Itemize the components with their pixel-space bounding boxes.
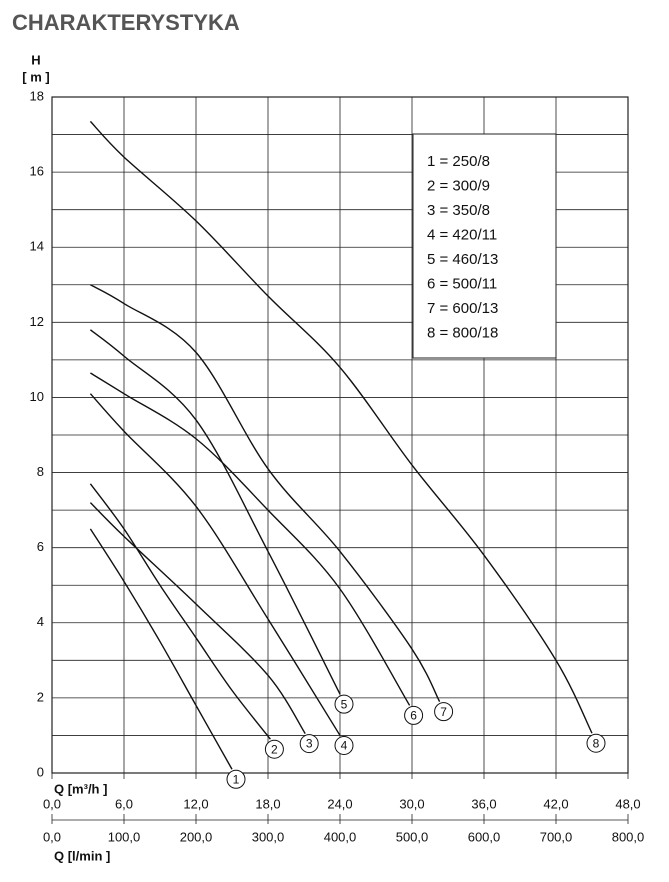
y-axis-unit: [ m ] (22, 69, 49, 84)
curve-label-circle (299, 734, 319, 754)
curve (89, 120, 593, 734)
x2-tick-label: 600,0 (468, 829, 501, 844)
x-tick-label: 12,0 (183, 796, 208, 811)
curve (89, 329, 341, 695)
x2-tick-label: 0,0 (43, 829, 61, 844)
y-tick-label: 18 (30, 88, 44, 103)
y-tick-label: 16 (30, 164, 44, 179)
y-tick-label: 0 (37, 764, 44, 779)
x2-axis-title: Q [l/min ] (54, 848, 110, 863)
x2-tick-label: 200,0 (180, 829, 213, 844)
curve-label: 6 (410, 709, 417, 723)
curve-label-circle (334, 694, 354, 714)
legend-box (412, 133, 557, 359)
legend-entry: 5 = 460/13 (427, 251, 498, 268)
legend-entry: 1 = 250/8 (427, 153, 490, 170)
x2-tick-label: 300,0 (252, 829, 285, 844)
curve (89, 528, 233, 770)
x-tick-label: 18,0 (255, 796, 280, 811)
x2-tick-label: 500,0 (396, 829, 429, 844)
y-axis-title: H (31, 52, 40, 67)
curve-label-circle (586, 733, 606, 753)
x-tick-label: 0,0 (43, 796, 61, 811)
x-tick-label: 24,0 (327, 796, 352, 811)
y-tick-label: 6 (37, 539, 44, 554)
x-tick-label: 6,0 (115, 796, 133, 811)
legend-entry: 7 = 600/13 (427, 300, 498, 317)
curve (89, 483, 271, 740)
curve-label-circle (434, 702, 454, 722)
x2-tick-label: 100,0 (108, 829, 141, 844)
curve-label: 2 (271, 742, 278, 756)
plot-frame (51, 96, 629, 774)
curve (90, 372, 411, 706)
curve (90, 284, 441, 702)
y-tick-label: 10 (30, 389, 44, 404)
legend-entry: 8 = 800/18 (427, 324, 498, 341)
x2-tick-label: 800,0 (612, 829, 645, 844)
curve (89, 502, 306, 734)
legend-entry: 3 = 350/8 (427, 202, 490, 219)
curve-label-circle (404, 705, 424, 725)
curve-label: 4 (341, 739, 348, 753)
legend-entry: 6 = 500/11 (427, 275, 497, 292)
x-axis-title: Q [m³/h ] (54, 781, 107, 796)
curve-label: 1 (233, 772, 240, 786)
x2-tick-label: 700,0 (540, 829, 573, 844)
y-tick-label: 12 (30, 314, 44, 329)
curve-label-circle (334, 735, 354, 755)
curve (89, 393, 341, 736)
curve-label-circle (264, 739, 284, 759)
legend-entry: 2 = 300/9 (427, 177, 490, 194)
x-tick-label: 48,0 (615, 796, 640, 811)
curve-label: 8 (593, 736, 600, 750)
curve-label: 5 (341, 697, 348, 711)
x-tick-label: 30,0 (399, 796, 424, 811)
y-tick-label: 8 (37, 464, 44, 479)
y-tick-label: 4 (37, 614, 44, 629)
chart-title: CHARAKTERYSTYKA (12, 10, 240, 35)
y-tick-label: 14 (30, 239, 44, 254)
y-tick-label: 2 (37, 689, 44, 704)
curve-label: 7 (440, 705, 447, 719)
legend-entry: 4 = 420/11 (427, 226, 497, 243)
x-tick-label: 36,0 (471, 796, 496, 811)
curve-label: 3 (306, 737, 313, 751)
x2-tick-label: 400,0 (324, 829, 357, 844)
curve-label-circle (226, 769, 246, 789)
x-tick-label: 42,0 (543, 796, 568, 811)
